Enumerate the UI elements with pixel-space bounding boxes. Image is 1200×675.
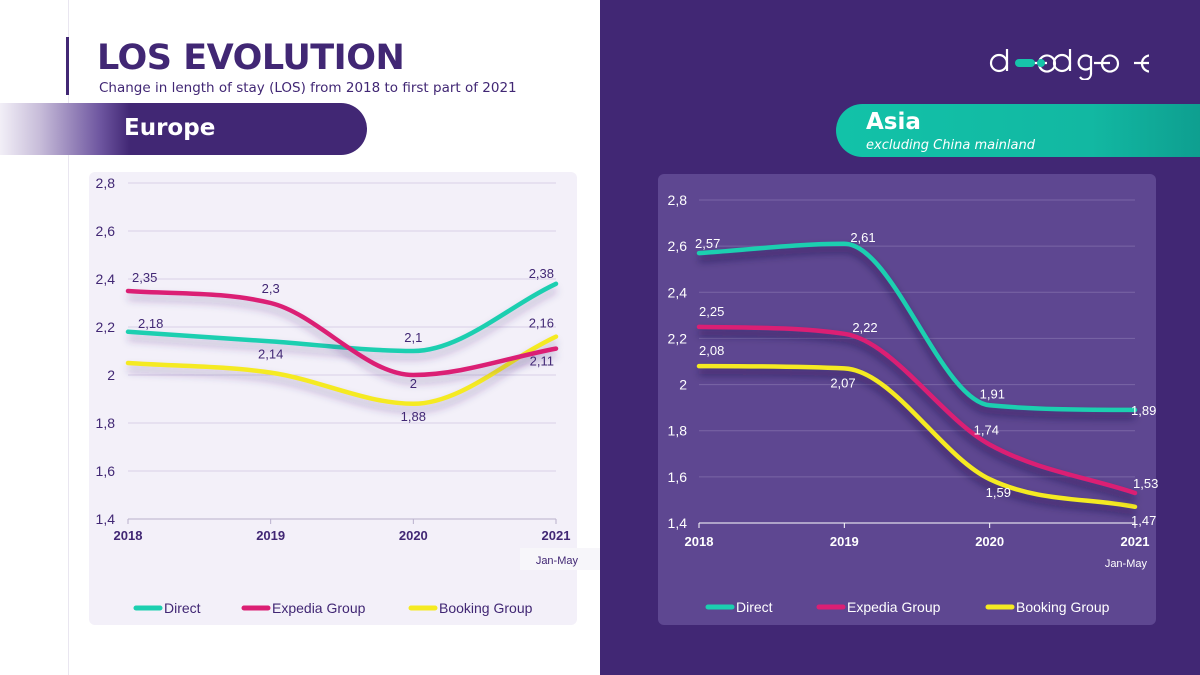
europe-booking-group-line	[125, 334, 559, 407]
europe-x-tick-label: 2018	[114, 528, 143, 543]
asia-y-tick-label: 2,8	[668, 192, 688, 208]
europe-x-tick-label: 2021	[542, 528, 571, 543]
europe-y-tick-label: 2,6	[96, 223, 116, 239]
asia-y-tick-label: 1,4	[668, 515, 688, 531]
asia-expedia-group-data-label: 2,22	[852, 320, 877, 335]
europe-direct-data-label: 2,14	[258, 346, 283, 361]
europe-y-tick-label: 2,4	[96, 271, 116, 287]
asia-expedia-group-line	[696, 324, 1138, 496]
asia-region-sublabel: excluding China mainland	[866, 138, 1035, 153]
left-margin-rule	[68, 0, 69, 675]
asia-y-tick-label: 1,6	[668, 469, 688, 485]
europe-banner	[0, 103, 367, 155]
europe-chart-panel	[89, 172, 577, 625]
europe-y-tick-label: 2	[107, 367, 115, 383]
europe-expedia-group-data-label: 2,3	[262, 281, 280, 296]
page-title: LOS EVOLUTION	[97, 38, 405, 78]
europe-legend-label-booking-group: Booking Group	[439, 600, 533, 616]
europe-y-tick-label: 1,4	[96, 511, 116, 527]
europe-booking-group-line-shadow	[127, 339, 558, 413]
asia-x-tick-label: 2018	[685, 534, 714, 549]
d-edge-logo	[989, 49, 1149, 80]
title-accent-bar	[66, 37, 69, 95]
asia-y-tick-label: 2,2	[668, 330, 688, 346]
asia-booking-group-data-label: 2,08	[699, 343, 724, 358]
asia-booking-group-data-label: 2,07	[830, 375, 855, 390]
asia-x-note: Jan-May	[1105, 558, 1148, 570]
asia-region-label: Asia	[866, 109, 921, 135]
asia-direct-data-label: 1,91	[980, 386, 1005, 401]
europe-expedia-group-line	[125, 288, 559, 378]
asia-expedia-group-line-shadow	[698, 329, 1136, 502]
asia-y-tick-label: 2	[679, 377, 687, 393]
asia-y-tick-label: 1,8	[668, 423, 688, 439]
asia-booking-group-line	[696, 363, 1138, 510]
europe-y-tick-label: 2,8	[96, 175, 116, 191]
asia-x-tick-label: 2019	[830, 534, 859, 549]
europe-expedia-group-line-shadow	[127, 294, 557, 385]
asia-y-tick-label: 2,6	[668, 238, 688, 254]
asia-expedia-group-data-label: 1,53	[1133, 476, 1158, 491]
asia-direct-data-label: 2,57	[695, 236, 720, 251]
europe-jan-may-tab	[520, 548, 600, 570]
asia-direct-data-label: 1,89	[1131, 403, 1156, 418]
asia-legend-label-expedia-group: Expedia Group	[847, 599, 941, 615]
asia-booking-group-line-shadow	[698, 369, 1136, 516]
asia-direct-data-label: 2,61	[850, 230, 875, 245]
asia-legend-label-direct: Direct	[736, 599, 773, 615]
asia-x-tick-label: 2020	[975, 534, 1004, 549]
europe-y-tick-label: 1,8	[96, 415, 116, 431]
asia-expedia-group-data-label: 1,74	[974, 423, 999, 438]
asia-legend-label-booking-group: Booking Group	[1016, 599, 1110, 615]
asia-x-tick-label: 2021	[1121, 534, 1150, 549]
asia-booking-group-data-label: 1,47	[1131, 513, 1156, 528]
asia-y-tick-label: 2,4	[668, 284, 688, 300]
europe-x-tick-label: 2019	[256, 528, 285, 543]
europe-expedia-group-data-label: 2	[410, 376, 417, 391]
asia-direct-line-shadow	[698, 246, 1136, 419]
europe-expedia-group-data-label: 2,11	[530, 354, 554, 369]
europe-legend-label-direct: Direct	[164, 600, 201, 616]
asia-booking-group-data-label: 1,59	[986, 485, 1011, 500]
europe-direct-data-label: 2,38	[529, 266, 554, 281]
europe-direct-data-label: 2,1	[404, 330, 422, 345]
europe-y-tick-label: 2,2	[96, 319, 116, 335]
asia-banner	[836, 104, 1200, 157]
europe-x-tick-label: 2020	[399, 528, 428, 543]
europe-region-label: Europe	[124, 115, 216, 141]
europe-direct-data-label: 2,18	[138, 316, 163, 331]
asia-direct-line	[696, 241, 1138, 413]
europe-booking-group-data-label: 1,88	[401, 409, 426, 424]
europe-expedia-group-data-label: 2,35	[132, 270, 157, 285]
asia-expedia-group-data-label: 2,25	[699, 304, 724, 319]
europe-y-tick-label: 1,6	[96, 463, 116, 479]
europe-x-note: Jan-May	[536, 555, 579, 567]
europe-legend-label-expedia-group: Expedia Group	[272, 600, 366, 616]
page-subtitle: Change in length of stay (LOS) from 2018…	[99, 80, 517, 96]
europe-booking-group-data-label: 2,16	[529, 316, 554, 331]
